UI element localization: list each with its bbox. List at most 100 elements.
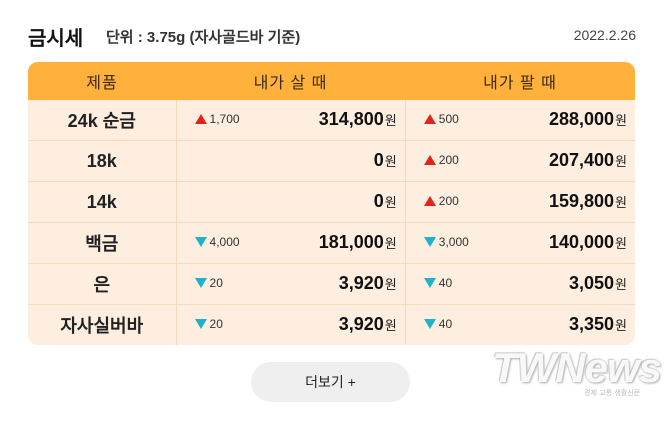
triangle-up-icon: [194, 114, 207, 124]
buy-price-cell: 20 3,920원: [177, 264, 406, 304]
sell-change-value: 40: [438, 276, 453, 290]
sell-price-value: 288,000: [548, 109, 615, 129]
buy-price: 0원: [374, 150, 397, 171]
table-row: 18k 0원 200 207,400원: [28, 140, 635, 181]
currency-unit: 원: [384, 236, 397, 251]
sell-change-value: 200: [438, 194, 459, 208]
currency-unit: 원: [384, 318, 397, 333]
header: 금시세 단위 : 3.75g (자사골드바 기준) 2022.2.26: [28, 20, 636, 50]
triangle-down-icon: [423, 278, 436, 288]
buy-change-value: 20: [209, 317, 223, 331]
buy-price-cell: 0원: [177, 141, 406, 181]
sell-price: 207,400원: [549, 150, 627, 171]
triangle-down-icon: [194, 319, 207, 329]
sell-change: 500: [423, 112, 459, 126]
sell-price-cell: 500 288,000원: [406, 100, 635, 140]
buy-price-value: 0: [373, 191, 384, 211]
unit-subtitle: 단위 : 3.75g (자사골드바 기준): [106, 29, 301, 46]
column-header-sell: 내가 팔 때: [483, 75, 557, 92]
currency-unit: 원: [615, 236, 627, 251]
sell-price-value: 207,400: [548, 150, 615, 170]
buy-price: 3,920원: [339, 273, 397, 294]
buy-price-value: 3,920: [338, 273, 384, 293]
product-name: 백금: [28, 223, 177, 263]
buy-price: 3,920원: [339, 314, 397, 335]
buy-price-cell: 20 3,920원: [177, 305, 406, 345]
sell-price-value: 3,050: [568, 273, 615, 293]
buy-price-value: 0: [373, 150, 384, 170]
currency-unit: 원: [615, 277, 627, 292]
sell-price-cell: 200 159,800원: [406, 182, 635, 222]
buy-change: 20: [194, 317, 223, 331]
triangle-down-icon: [194, 237, 207, 247]
triangle-down-icon: [423, 237, 436, 247]
product-name: 은: [28, 264, 177, 304]
table-row: 자사실버바 20 3,920원 40 3,350원: [28, 304, 635, 345]
sell-price-value: 3,350: [568, 314, 615, 334]
price-date: 2022.2.26: [573, 27, 636, 43]
currency-unit: 원: [384, 113, 397, 128]
sell-change: 3,000: [423, 235, 469, 249]
product-name: 24k 순금: [28, 100, 177, 140]
buy-price-value: 3,920: [338, 314, 384, 334]
buy-price: 181,000원: [319, 232, 397, 253]
product-name: 18k: [28, 141, 177, 181]
sell-change: 200: [423, 153, 459, 167]
table-row: 은 20 3,920원 40 3,050원: [28, 263, 635, 304]
sell-change: 200: [423, 194, 459, 208]
sell-change-value: 40: [438, 317, 453, 331]
currency-unit: 원: [615, 318, 627, 333]
sell-price-cell: 3,000 140,000원: [406, 223, 635, 263]
sell-change-value: 3,000: [438, 235, 469, 249]
sell-price-cell: 200 207,400원: [406, 141, 635, 181]
currency-unit: 원: [384, 154, 397, 169]
currency-unit: 원: [615, 195, 627, 210]
currency-unit: 원: [384, 277, 397, 292]
buy-change-value: 4,000: [209, 235, 240, 249]
column-header-product: 제품: [86, 75, 118, 92]
table-row: 14k 0원 200 159,800원: [28, 181, 635, 222]
sell-price: 288,000원: [549, 109, 627, 130]
buy-change: 4,000: [194, 235, 240, 249]
sell-price-cell: 40 3,050원: [406, 264, 635, 304]
sell-price: 140,000원: [549, 232, 627, 253]
more-button[interactable]: 더보기 +: [251, 362, 410, 402]
currency-unit: 원: [615, 154, 627, 169]
watermark-logo: TWNews 경제·교통·생활신문: [478, 330, 662, 410]
watermark-tagline: 경제·교통·생활신문: [584, 390, 641, 397]
column-header-buy: 내가 살 때: [253, 75, 328, 92]
triangle-up-icon: [423, 155, 436, 165]
buy-price-cell: 1,700 314,800원: [177, 100, 406, 140]
buy-price-value: 181,000: [318, 232, 384, 252]
sell-change-value: 500: [438, 112, 459, 126]
product-name: 14k: [28, 182, 177, 222]
page-title: 금시세: [28, 28, 84, 50]
triangle-down-icon: [423, 319, 436, 329]
buy-change-value: 1,700: [209, 112, 240, 126]
currency-unit: 원: [615, 113, 627, 128]
sell-change-value: 200: [438, 153, 459, 167]
watermark-logo-text: TWNews: [492, 344, 662, 391]
gold-price-table: 제품 내가 살 때 내가 팔 때 24k 순금 1,700 314,800원 500 2…: [28, 62, 635, 345]
buy-price-cell: 0원: [177, 182, 406, 222]
table-row: 백금 4,000 181,000원 3,000 140,000원: [28, 222, 635, 263]
buy-change-value: 20: [209, 276, 223, 290]
sell-change: 40: [423, 276, 453, 290]
sell-price-value: 140,000: [548, 232, 615, 252]
sell-price: 3,050원: [569, 273, 627, 294]
buy-price: 0원: [374, 191, 397, 212]
buy-change: 1,700: [194, 112, 240, 126]
table-row: 24k 순금 1,700 314,800원 500 288,000원: [28, 100, 635, 140]
sell-price: 3,350원: [569, 314, 627, 335]
triangle-up-icon: [423, 196, 436, 206]
buy-price-value: 314,800: [318, 109, 384, 129]
table-header: 제품 내가 살 때 내가 팔 때: [28, 62, 635, 100]
sell-price-value: 159,800: [548, 191, 615, 211]
table-body: 24k 순금 1,700 314,800원 500 288,000원 18k 0원 200 20…: [28, 100, 635, 345]
sell-price-cell: 40 3,350원: [406, 305, 635, 345]
buy-change: 20: [194, 276, 223, 290]
triangle-up-icon: [423, 114, 436, 124]
sell-change: 40: [423, 317, 453, 331]
sell-price: 159,800원: [549, 191, 627, 212]
triangle-down-icon: [194, 278, 207, 288]
